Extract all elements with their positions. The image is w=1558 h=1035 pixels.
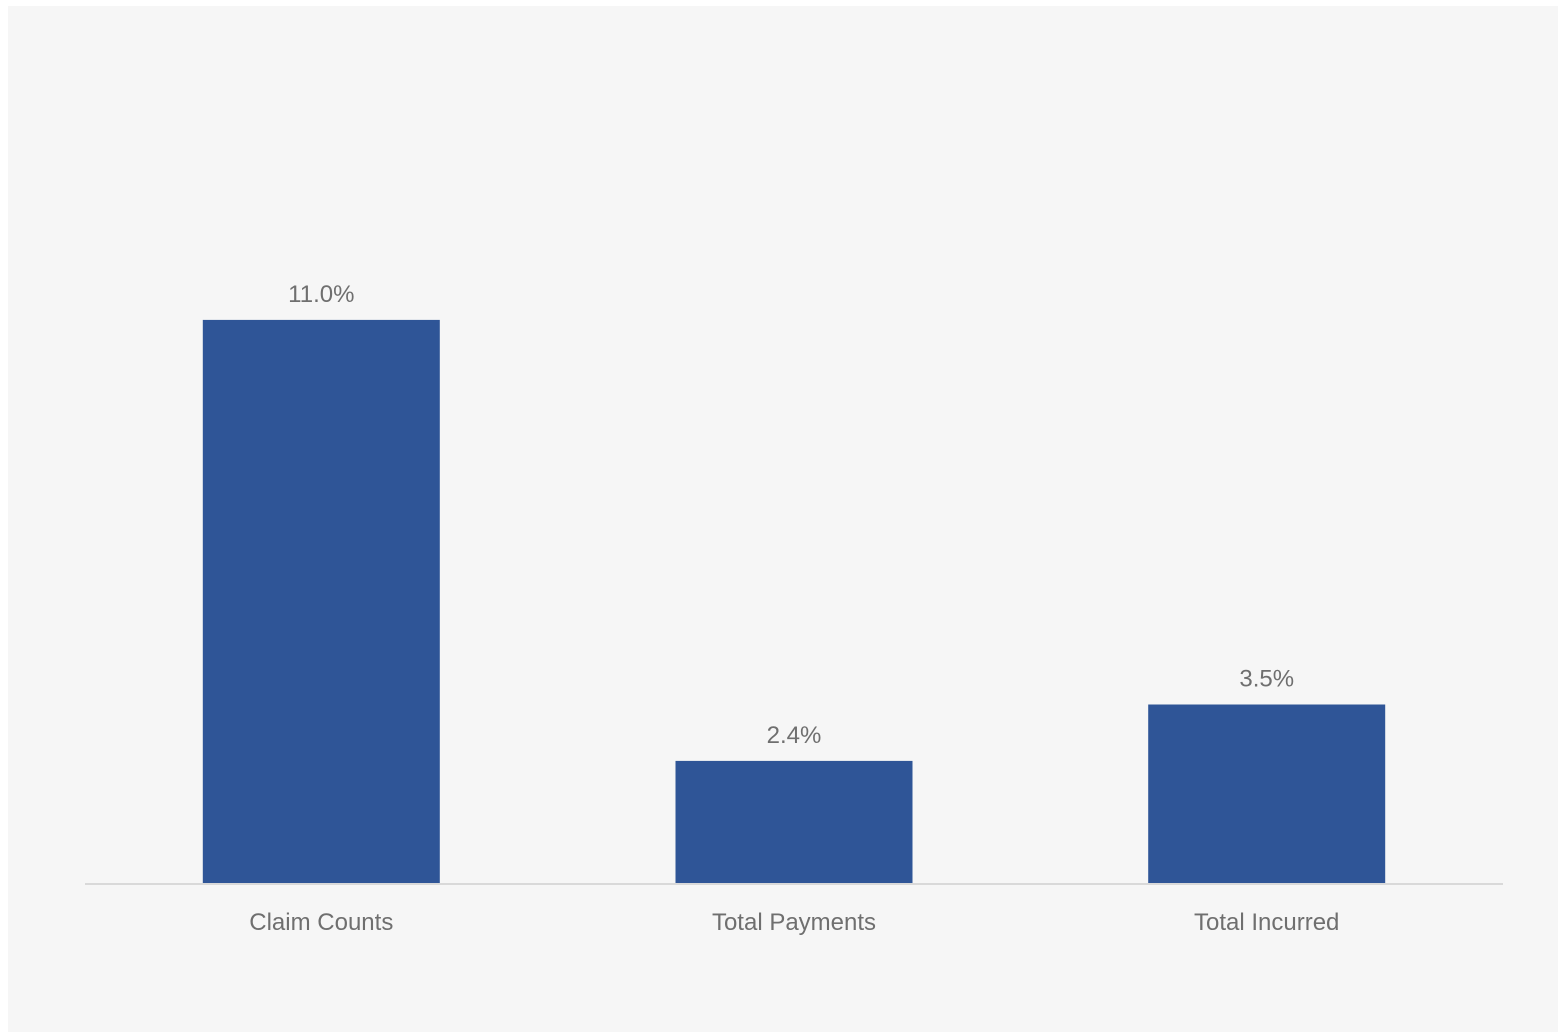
data-label-claim-counts: 11.0% [288, 281, 354, 308]
labels-group: 11.0% Claim Counts 2.4% Total Payments 3.5% T… [249, 281, 1339, 936]
data-label-total-payments: 2.4% [767, 722, 822, 749]
bars-group [202, 319, 1386, 884]
data-label-total-incurred: 3.5% [1239, 666, 1294, 693]
category-label-total-incurred: Total Incurred [1194, 909, 1339, 936]
category-label-claim-counts: Claim Counts [249, 909, 393, 936]
bar-total-incurred [1148, 704, 1386, 884]
category-label-total-payments: Total Payments [712, 909, 876, 936]
bar-claim-counts [202, 319, 440, 884]
bar-total-payments [675, 760, 913, 884]
